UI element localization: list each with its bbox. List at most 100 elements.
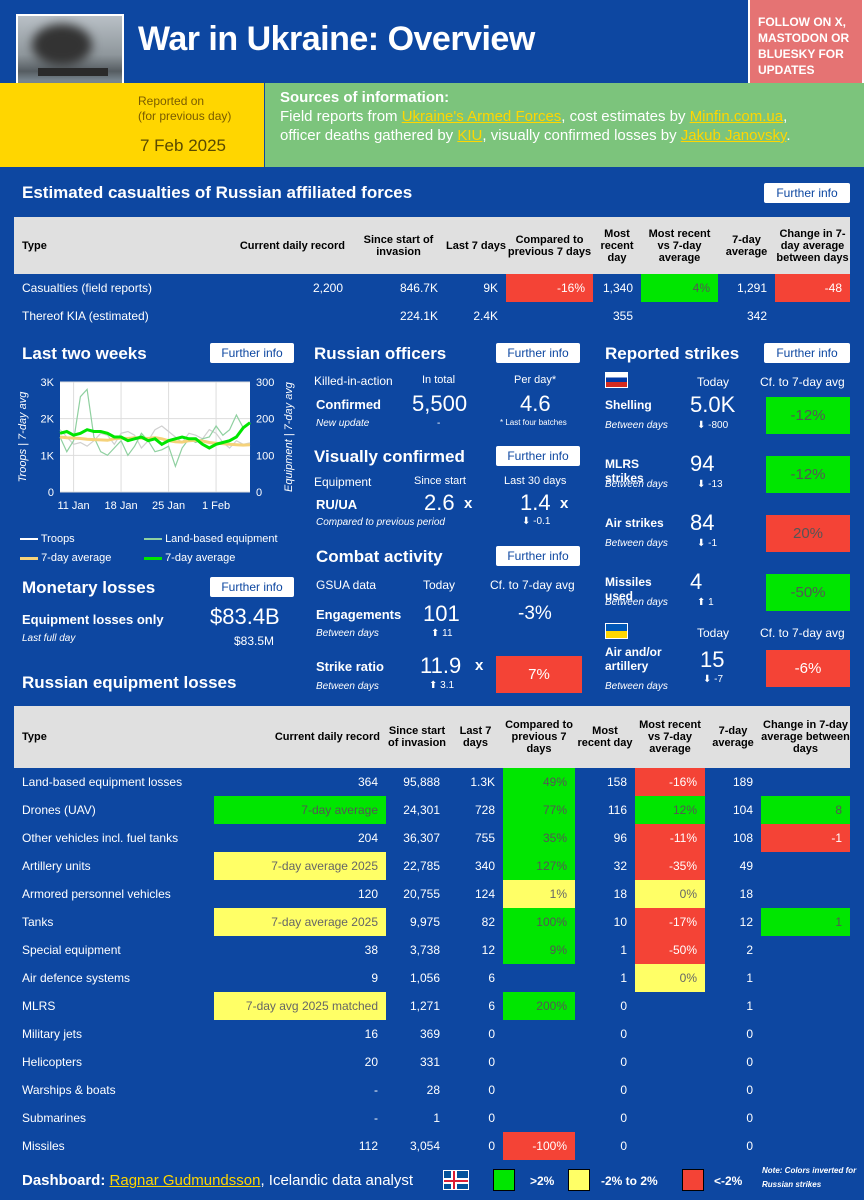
table-cell [761,1076,850,1104]
reported-label: Reported on (for previous day) [138,94,232,123]
y-axis-label-left: Troops | 7-day avg [17,391,29,483]
strike-cf: -50% [766,574,850,611]
two-weeks-info-button[interactable]: Further info [210,343,294,363]
combat-info-button[interactable]: Further info [496,546,580,566]
table-cell: 49 [739,859,753,873]
ua-cf-label: Cf. to 7-day avg [760,626,845,640]
table-cell: 20 [364,1055,378,1069]
casualties-info-button[interactable]: Further info [764,183,850,203]
table-cell: 0 [620,1139,627,1153]
link-janovsky[interactable]: Jakub Janovsky [680,127,787,144]
link-armed-forces[interactable]: Ukraine's Armed Forces [401,108,562,125]
table-cell: 0 [746,1139,753,1153]
table-cell: Drones (UAV) [22,803,96,817]
monetary-title: Monetary losses [22,578,156,597]
author-link[interactable]: Ragnar Gudmundsson [109,1172,261,1189]
combat-between-2: Between days [316,681,379,692]
strike-label: Shelling [605,398,652,412]
strike-cf: -12% [766,397,850,434]
strike-between: Between days [605,597,668,608]
table-cell [635,1104,705,1132]
table-cell: 112 [358,1139,378,1153]
table-cell: 369 [419,1027,440,1041]
ua-between: Between days [605,681,668,692]
table-cell [761,1048,850,1076]
table-cell [761,1132,850,1160]
table-row: Casualties (field reports) 2,200 846.7K … [14,274,850,302]
table-row: Helicopters 20 331 0 0 0 [14,1048,850,1076]
table-cell: Helicopters [22,1055,83,1069]
legend-green-swatch [493,1169,515,1191]
table-cell: 755 [474,831,495,845]
visual-ratio-label: RU/UA [316,497,358,512]
table-cell [761,992,850,1020]
table-cell: 120 [357,887,378,901]
visual-compare-note: Compared to previous period [316,517,445,528]
chart-legend-right: Land-based equipment 7-day average [144,530,278,568]
table-cell: 0 [488,1111,495,1125]
table-cell: 189 [732,775,753,789]
table-cell: -16% [635,768,705,796]
link-minfin[interactable]: Minfin.com.ua [689,108,784,125]
table-cell: - [374,1111,378,1125]
combat-strike-label: Strike ratio [316,659,384,674]
table-cell: 12 [739,915,753,929]
table-cell: 1 [433,1111,440,1125]
russia-flag-icon [605,372,628,388]
table-cell: -35% [635,852,705,880]
table-cell: 158 [606,775,627,789]
combat-title: Combat activity [316,547,443,566]
page-title: War in Ukraine: Overview [138,20,535,58]
follow-banner[interactable]: FOLLOW ON X, MASTODON OR BLUESKY FOR UPD… [748,0,864,87]
series-equipment-avg [59,421,251,450]
table-cell: 0 [746,1111,753,1125]
sources-heading: Sources of information: [280,89,450,106]
table-cell: 22,785 [403,859,440,873]
strike-between: Between days [605,479,668,490]
combat-engagements-cf: -3% [518,603,552,624]
monetary-sub: Last full day [22,633,76,644]
table-cell: 0 [620,1055,627,1069]
table-cell: 96 [613,831,627,845]
combat-engagements-label: Engagements [316,607,402,622]
strike-cf: -12% [766,456,850,493]
table-cell: 0% [635,880,705,908]
officers-dash: - [437,418,441,429]
table-cell: 49% [503,768,575,796]
table-cell [761,964,850,992]
monetary-label: Equipment losses only [22,612,164,627]
strike-between: Between days [605,420,668,431]
column-header: Type [14,706,214,768]
column-header: Compared to previous 7 days [503,706,575,768]
visual-info-button[interactable]: Further info [496,446,580,466]
table-cell: 0 [488,1139,495,1153]
strike-delta: ⬇ -1 [697,538,718,549]
officers-note: * Last four batches [500,418,567,427]
strike-label: Air strikes [605,516,664,530]
table-cell [503,1048,575,1076]
x-tick-label: 11 Jan [57,500,89,512]
table-cell: 3,738 [409,943,440,957]
equipment-table: Type Current daily record Since start of i… [14,706,850,1160]
table-row: Thereof KIA (estimated) 224.1K 2.4K 355 … [22,309,767,323]
table-row: Air defence systems 9 1,056 6 1 0% 1 [14,964,850,992]
monetary-info-button[interactable]: Further info [210,577,294,597]
link-kiu[interactable]: KIU [457,127,483,144]
table-row: Tanks 7-day average 2025 9,975 82 100% 10 -17%… [14,908,850,936]
legend-yellow-label: -2% to 2% [601,1174,658,1188]
strikes-info-button[interactable]: Further info [764,343,850,363]
visual-since-label: Since start [414,475,466,487]
x-tick-label: 18 Jan [105,500,138,512]
date-panel [0,83,264,167]
table-row: Artillery units 7-day average 2025 22,785 3… [14,852,850,880]
table-cell: 0 [488,1083,495,1097]
left-tick-label: 3K [41,377,55,389]
left-tick-label: 0 [48,487,54,499]
table-cell: Tanks [22,915,54,929]
officers-info-button[interactable]: Further info [496,343,580,363]
table-cell: 32 [613,859,627,873]
table-cell: 364 [357,775,378,789]
table-cell: 100% [503,908,575,936]
table-cell: - [374,1083,378,1097]
